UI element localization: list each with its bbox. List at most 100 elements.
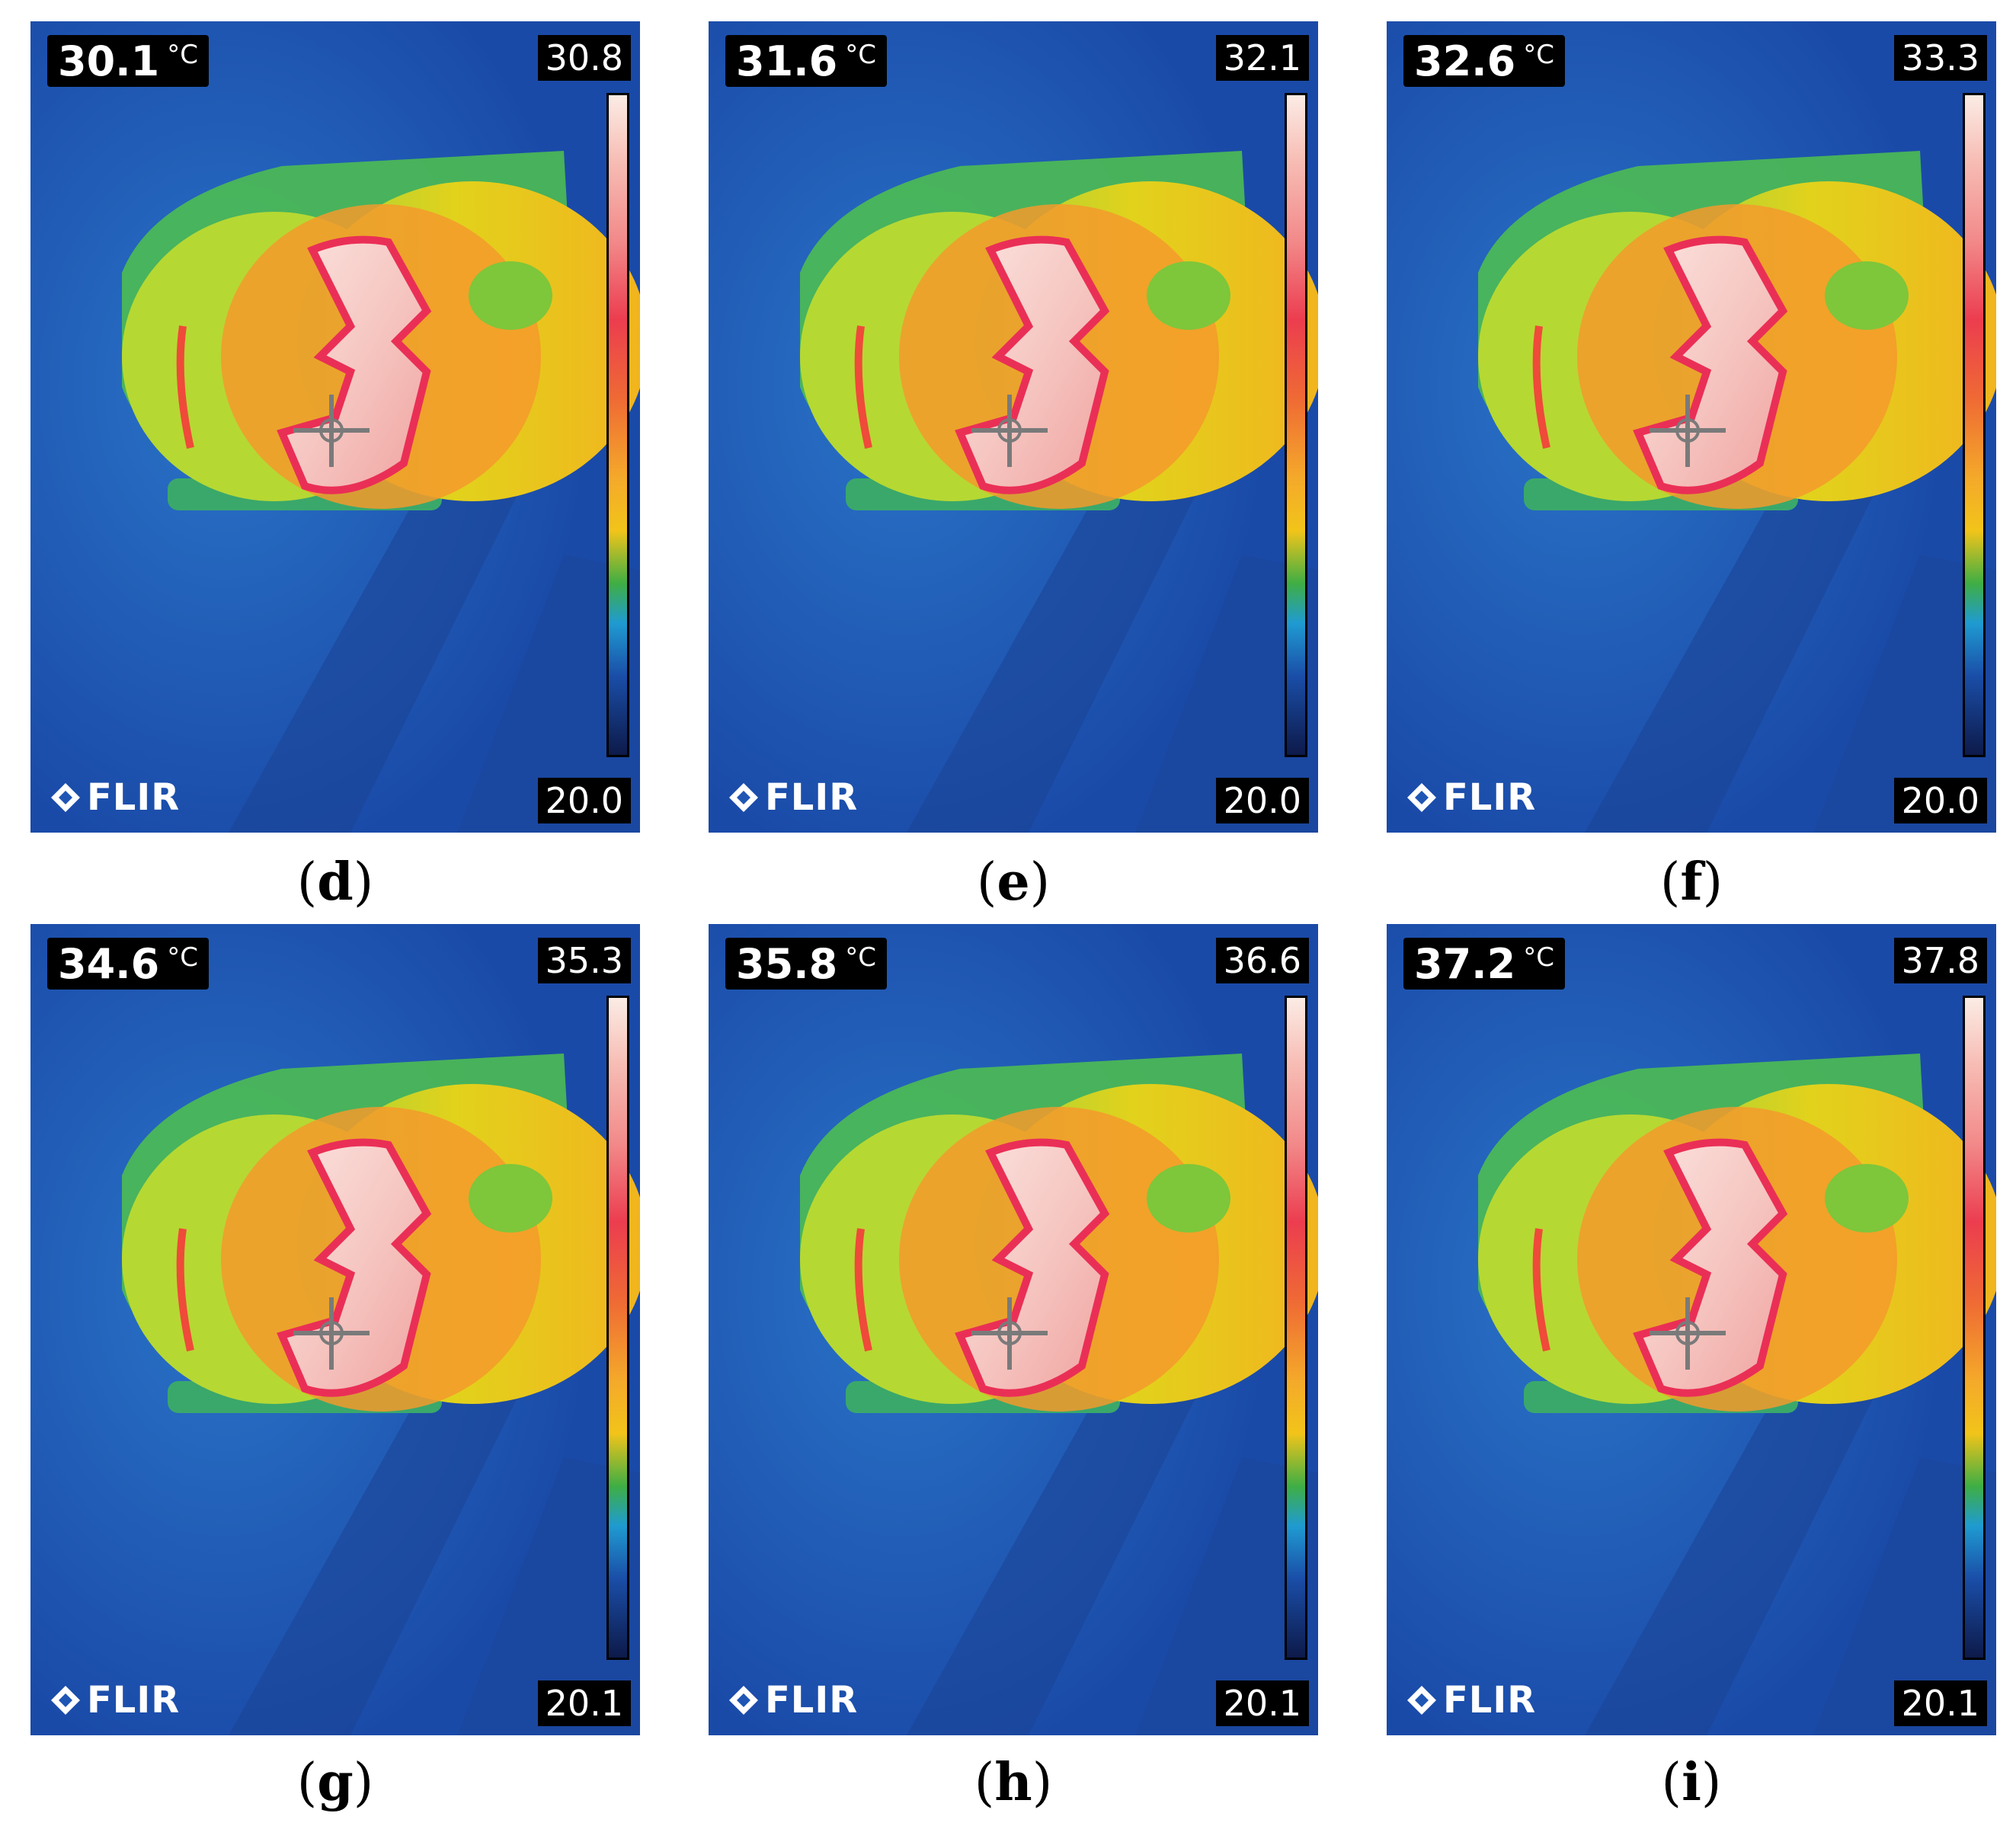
scale-max-value: 37.8 (1893, 938, 1987, 983)
temperature-unit: °C (167, 40, 198, 70)
spot-temperature-readout: 37.2 °C (1403, 938, 1565, 990)
shadow-band (1585, 1381, 1874, 1735)
spot-crosshair-icon (293, 395, 370, 467)
spot-temperature-readout: 34.6 °C (47, 938, 209, 990)
cool-spot (1825, 261, 1909, 330)
thermal-scene (1387, 924, 1996, 1735)
cool-spot (469, 1164, 552, 1233)
thermal-scene (709, 924, 1318, 1735)
cool-spot (1825, 1164, 1909, 1233)
shadow-band (229, 478, 518, 833)
brand-name: FLIR (87, 1679, 181, 1722)
hot-zone (955, 235, 1110, 494)
thermal-panel-h: 35.8 °C 36.6 20.1 FLIR (709, 924, 1318, 1735)
scale-max-value: 33.3 (1893, 35, 1987, 81)
brand-logo: FLIR (49, 776, 180, 819)
cool-spot (1147, 1164, 1230, 1233)
scale-min-value: 20.0 (537, 778, 631, 823)
spot-temperature-value: 30.1 (58, 37, 160, 85)
flir-diamond-icon (729, 783, 758, 812)
panel-caption-h: (h) (974, 1752, 1053, 1813)
spot-temperature-value: 32.6 (1414, 37, 1516, 85)
thermal-panel-f: 32.6 °C 33.3 20.0 FLIR (1387, 21, 1996, 833)
brand-logo: FLIR (49, 1679, 180, 1722)
panel-label: h (994, 1752, 1032, 1813)
scale-max-value: 32.1 (1215, 35, 1309, 81)
hot-zone (1633, 235, 1788, 494)
flir-diamond-icon (1407, 1686, 1436, 1715)
panel-caption-d: (d) (296, 852, 374, 913)
spot-crosshair-icon (293, 1297, 370, 1370)
shadow-band (1585, 478, 1874, 833)
brand-name: FLIR (87, 776, 181, 819)
hot-zone (1633, 1138, 1788, 1397)
scale-max-value: 30.8 (537, 35, 631, 81)
spot-temperature-readout: 35.8 °C (725, 938, 887, 990)
brand-name: FLIR (1443, 776, 1537, 819)
panel-label: i (1682, 1752, 1701, 1813)
panel-caption-i: (i) (1661, 1752, 1722, 1813)
spot-temperature-value: 37.2 (1414, 940, 1516, 988)
color-scale-bar (606, 93, 629, 757)
thermal-scene (1387, 21, 1996, 833)
thermal-panel-i: 37.2 °C 37.8 20.1 FLIR (1387, 924, 1996, 1735)
scale-min-value: 20.1 (1893, 1680, 1987, 1726)
panel-label: e (997, 852, 1030, 913)
shadow-band (229, 1381, 518, 1735)
edge-highlight (1532, 325, 1550, 449)
scale-min-value: 20.0 (1893, 778, 1987, 823)
spot-temperature-readout: 30.1 °C (47, 35, 209, 87)
thermal-panel-g: 34.6 °C 35.3 20.1 FLIR (30, 924, 640, 1735)
thermal-scene (709, 21, 1318, 833)
shadow-band (907, 1381, 1196, 1735)
color-scale-bar (1285, 93, 1307, 757)
edge-highlight (854, 1228, 872, 1352)
thermal-panel-d: 30.1 °C 30.8 20.0 FLIR (30, 21, 640, 833)
spot-temperature-value: 35.8 (736, 940, 838, 988)
spot-crosshair-icon (1650, 1297, 1726, 1370)
spot-temperature-value: 34.6 (58, 940, 160, 988)
edge-highlight (176, 325, 194, 449)
hot-zone (955, 1138, 1110, 1397)
panel-caption-e: (e) (976, 852, 1051, 913)
brand-logo: FLIR (1405, 1679, 1536, 1722)
brand-logo: FLIR (727, 776, 858, 819)
brand-logo: FLIR (1405, 776, 1536, 819)
flir-diamond-icon (51, 1686, 80, 1715)
thermal-panel-e: 31.6 °C 32.1 20.0 FLIR (709, 21, 1318, 833)
temperature-unit: °C (167, 942, 198, 973)
shadow-band (907, 478, 1196, 833)
scale-max-value: 35.3 (537, 938, 631, 983)
brand-name: FLIR (765, 1679, 859, 1722)
thermal-scene (30, 924, 640, 1735)
flir-diamond-icon (51, 783, 80, 812)
spot-temperature-value: 31.6 (736, 37, 838, 85)
scale-max-value: 36.6 (1215, 938, 1309, 983)
panel-label: d (317, 852, 354, 913)
spot-crosshair-icon (1650, 395, 1726, 467)
thermal-scene (30, 21, 640, 833)
hot-zone (277, 1138, 432, 1397)
shadow-band (457, 555, 640, 833)
shadow-band (1813, 1457, 1996, 1735)
scale-min-value: 20.1 (1215, 1680, 1309, 1726)
spot-temperature-readout: 31.6 °C (725, 35, 887, 87)
cool-spot (1147, 261, 1230, 330)
panel-label: f (1680, 852, 1703, 913)
shadow-band (457, 1457, 640, 1735)
spot-temperature-readout: 32.6 °C (1403, 35, 1565, 87)
panel-caption-g: (g) (296, 1752, 374, 1813)
shadow-band (1135, 1457, 1318, 1735)
edge-highlight (1532, 1228, 1550, 1352)
temperature-unit: °C (845, 942, 876, 973)
brand-logo: FLIR (727, 1679, 858, 1722)
color-scale-bar (1963, 996, 1986, 1660)
cool-spot (469, 261, 552, 330)
temperature-unit: °C (845, 40, 876, 70)
shadow-band (1813, 555, 1996, 833)
scale-min-value: 20.0 (1215, 778, 1309, 823)
flir-diamond-icon (729, 1686, 758, 1715)
color-scale-bar (1963, 93, 1986, 757)
brand-name: FLIR (1443, 1679, 1537, 1722)
brand-name: FLIR (765, 776, 859, 819)
